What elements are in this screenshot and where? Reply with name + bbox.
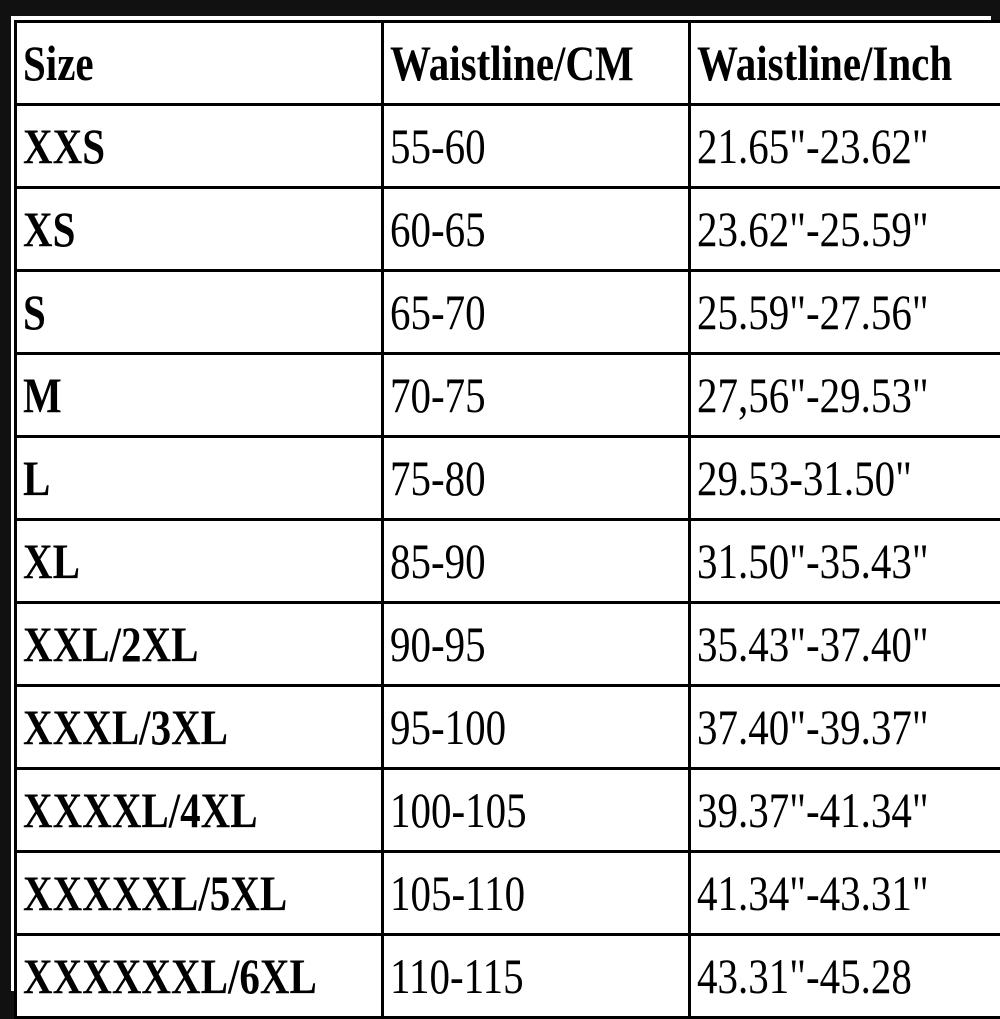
size-cell: XXXL/3XL xyxy=(16,686,383,769)
waist-cm-cell-text: 65-70 xyxy=(390,283,486,341)
waist-inch-cell-text: 43.31"-45.28 xyxy=(697,947,912,1005)
waist-cm-cell-text: 100-105 xyxy=(390,781,527,839)
waist-inch-cell-text: 29.53-31.50" xyxy=(697,449,912,507)
waist-cm-cell: 55-60 xyxy=(383,105,689,188)
table-row: XXL/2XL 90-95 35.43"-37.40" xyxy=(16,603,1000,686)
waist-inch-cell: 35.43"-37.40" xyxy=(689,603,1000,686)
waist-cm-cell: 90-95 xyxy=(383,603,689,686)
waist-cm-cell-text: 90-95 xyxy=(390,615,486,673)
waist-inch-cell: 39.37"-41.34" xyxy=(689,769,1000,852)
table-row: XXS 55-60 21.65"-23.62" xyxy=(16,105,1000,188)
table-row: XS 60-65 23.62"-25.59" xyxy=(16,188,1000,271)
table-row: XXXXXL/5XL 105-110 41.34"-43.31" xyxy=(16,852,1000,935)
header-waist-cm-text: Waistline/CM xyxy=(390,34,634,92)
header-row: Size Waistline/CM Waistline/Inch xyxy=(16,22,1000,105)
size-cell-text: XXS xyxy=(23,117,105,175)
size-cell: L xyxy=(16,437,383,520)
waist-inch-cell: 21.65"-23.62" xyxy=(689,105,1000,188)
table-row: XL 85-90 31.50"-35.43" xyxy=(16,520,1000,603)
waist-cm-cell: 110-115 xyxy=(383,935,689,1018)
table-row: L 75-80 29.53-31.50" xyxy=(16,437,1000,520)
waist-inch-cell-text: 39.37"-41.34" xyxy=(697,781,929,839)
waist-inch-cell-text: 35.43"-37.40" xyxy=(697,615,929,673)
waist-cm-cell: 60-65 xyxy=(383,188,689,271)
waist-cm-cell-text: 105-110 xyxy=(390,864,525,922)
header-waist-inch-text: Waistline/Inch xyxy=(697,34,952,92)
waist-cm-cell-text: 110-115 xyxy=(390,947,524,1005)
header-size-text: Size xyxy=(23,34,94,92)
size-cell: XL xyxy=(16,520,383,603)
header-size: Size xyxy=(16,22,383,105)
table-row: XXXXL/4XL 100-105 39.37"-41.34" xyxy=(16,769,1000,852)
waist-inch-cell-text: 23.62"-25.59" xyxy=(697,200,929,258)
waist-inch-cell-text: 31.50"-35.43" xyxy=(697,532,929,590)
size-cell-text: XXXXL/4XL xyxy=(23,781,258,839)
waist-cm-cell: 100-105 xyxy=(383,769,689,852)
size-cell: XXXXXXL/6XL xyxy=(16,935,383,1018)
size-cell-text: XXXXXL/5XL xyxy=(23,864,287,922)
size-cell-text: S xyxy=(23,283,46,341)
waist-inch-cell: 37.40"-39.37" xyxy=(689,686,1000,769)
header-waist-inch: Waistline/Inch xyxy=(689,22,1000,105)
size-cell-text: XXXXXXL/6XL xyxy=(23,947,317,1005)
waist-inch-cell: 41.34"-43.31" xyxy=(689,852,1000,935)
size-cell: S xyxy=(16,271,383,354)
size-cell: M xyxy=(16,354,383,437)
waist-cm-cell-text: 75-80 xyxy=(390,449,486,507)
waist-cm-cell: 65-70 xyxy=(383,271,689,354)
waist-inch-cell: 43.31"-45.28 xyxy=(689,935,1000,1018)
waist-inch-cell-text: 21.65"-23.62" xyxy=(697,117,929,175)
waist-cm-cell-text: 55-60 xyxy=(390,117,486,175)
waist-cm-cell-text: 95-100 xyxy=(390,698,506,756)
waist-cm-cell-text: 85-90 xyxy=(390,532,486,590)
waist-cm-cell: 85-90 xyxy=(383,520,689,603)
waist-inch-cell-text: 37.40"-39.37" xyxy=(697,698,929,756)
table-row: XXXXXXL/6XL 110-115 43.31"-45.28 xyxy=(16,935,1000,1018)
waist-inch-cell: 31.50"-35.43" xyxy=(689,520,1000,603)
size-cell-text: XXXL/3XL xyxy=(23,698,228,756)
size-cell: XS xyxy=(16,188,383,271)
size-cell: XXXXXL/5XL xyxy=(16,852,383,935)
waist-cm-cell: 105-110 xyxy=(383,852,689,935)
waist-inch-cell: 29.53-31.50" xyxy=(689,437,1000,520)
waist-cm-cell: 95-100 xyxy=(383,686,689,769)
waist-inch-cell-text: 27,56"-29.53" xyxy=(697,366,929,424)
waist-cm-cell: 70-75 xyxy=(383,354,689,437)
table-row: XXXL/3XL 95-100 37.40"-39.37" xyxy=(16,686,1000,769)
table-row: S 65-70 25.59"-27.56" xyxy=(16,271,1000,354)
waist-inch-cell: 23.62"-25.59" xyxy=(689,188,1000,271)
header-waist-cm: Waistline/CM xyxy=(383,22,689,105)
table-row: M 70-75 27,56"-29.53" xyxy=(16,354,1000,437)
size-cell: XXS xyxy=(16,105,383,188)
waist-inch-cell-text: 25.59"-27.56" xyxy=(697,283,929,341)
size-cell-text: XXL/2XL xyxy=(23,615,198,673)
waist-inch-cell: 25.59"-27.56" xyxy=(689,271,1000,354)
size-cell-text: XS xyxy=(23,200,75,258)
waist-cm-cell: 75-80 xyxy=(383,437,689,520)
waist-inch-cell-text: 41.34"-43.31" xyxy=(697,864,929,922)
waist-inch-cell: 27,56"-29.53" xyxy=(689,354,1000,437)
waist-cm-cell-text: 70-75 xyxy=(390,366,486,424)
size-chart-table: Size Waistline/CM Waistline/Inch XXS 55-6… xyxy=(14,20,1000,1019)
size-cell-text: XL xyxy=(23,532,80,590)
size-cell-text: L xyxy=(23,449,50,507)
waist-cm-cell-text: 60-65 xyxy=(390,200,486,258)
size-cell: XXXXL/4XL xyxy=(16,769,383,852)
size-cell: XXL/2XL xyxy=(16,603,383,686)
size-cell-text: M xyxy=(23,366,62,424)
